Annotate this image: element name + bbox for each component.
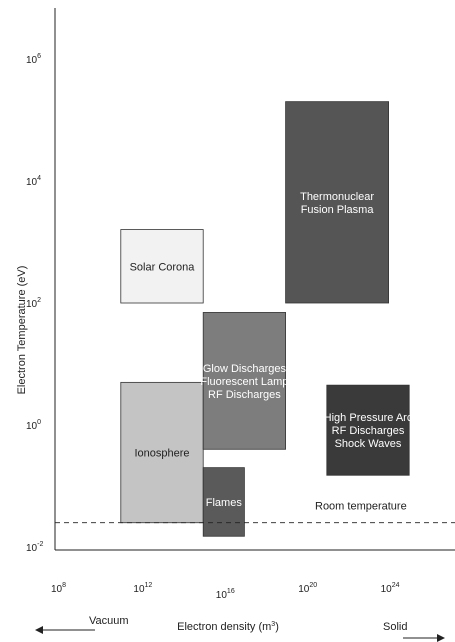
- axes: [54, 8, 455, 551]
- x-tick-labels: 10810121016102010241028: [51, 582, 400, 601]
- vacuum-label: Vacuum: [89, 615, 129, 627]
- x-axis-title-exponent: 3: [271, 621, 275, 628]
- room-temperature-label: Room temperature: [315, 501, 407, 513]
- region-box: [202, 467, 245, 537]
- region-label: RF Discharges: [332, 425, 405, 437]
- region-box: [285, 101, 390, 304]
- region-label: Glow Discharges: [203, 363, 287, 375]
- region-label: Shock Waves: [335, 438, 402, 450]
- reference-lines: Room temperature: [55, 501, 455, 524]
- region-box: [120, 229, 204, 304]
- x-tick-label: 1012: [133, 582, 152, 595]
- solid-label: Solid: [383, 621, 407, 633]
- region-label: Solar Corona: [130, 261, 196, 273]
- x-tick-label: 108: [51, 582, 66, 595]
- region-solar-corona: Solar Corona: [120, 229, 204, 304]
- plasma-regions: Ionosphere Solar Corona Flames Glow Dischar…: [120, 101, 413, 537]
- region-label: Fusion Plasma: [301, 204, 375, 216]
- x-tick-label: 1020: [298, 582, 317, 595]
- y-tick-label: 10-2: [26, 541, 43, 554]
- x-tick-label: 1016: [216, 588, 235, 601]
- y-tick-label: 102: [26, 297, 41, 310]
- region-label: RF Discharges: [208, 389, 281, 401]
- region-label: Flames: [206, 497, 243, 509]
- y-tick-label: 106: [26, 53, 41, 66]
- region-ionosphere: Ionosphere: [120, 381, 204, 524]
- y-axis-title: Electron Temperature (eV): [16, 266, 28, 395]
- x-axis-title-main: Electron density (m: [177, 621, 271, 633]
- region-label: High Pressure Arc: [324, 412, 413, 424]
- y-tick-labels: 10-2 100 102 104 106: [26, 53, 43, 554]
- region-box: [202, 312, 286, 450]
- region-label: Fluorescent Lamp: [200, 376, 288, 388]
- region-flames: Flames: [202, 467, 245, 537]
- y-tick-label: 100: [26, 419, 41, 432]
- region-box: [326, 384, 410, 476]
- x-axis-title: Electron density (m3): [177, 621, 279, 633]
- region-label: Ionosphere: [134, 448, 189, 460]
- y-tick-label: 104: [26, 175, 41, 188]
- region-box: [120, 381, 204, 524]
- x-tick-label: 1024: [381, 582, 400, 595]
- region-label: Thermonuclear: [300, 191, 374, 203]
- x-axis-title-suffix: ): [275, 621, 279, 633]
